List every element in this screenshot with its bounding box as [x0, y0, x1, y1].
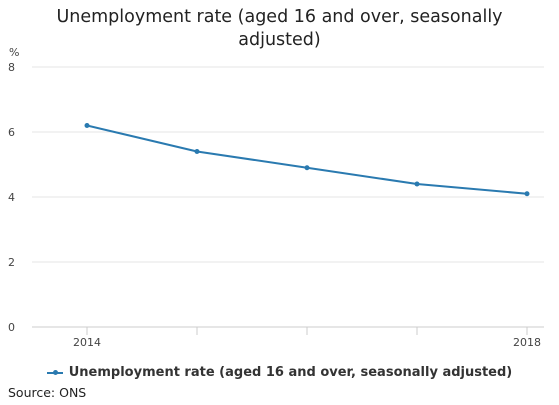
y-tick-label: 8 [8, 61, 15, 74]
source-note: Source: ONS [8, 385, 87, 400]
legend-line-icon [46, 369, 63, 375]
data-point[interactable] [524, 191, 530, 197]
data-point[interactable] [84, 123, 90, 128]
y-tick-label: 4 [8, 191, 15, 204]
y-tick-label: 2 [8, 256, 15, 269]
y-axis-ticks: 0 2 4 6 8 [8, 61, 15, 334]
legend[interactable]: Unemployment rate (aged 16 and over, sea… [0, 365, 559, 380]
series-line [86, 124, 528, 195]
legend-label: Unemployment rate (aged 16 and over, sea… [68, 365, 513, 380]
y-tick-label: 0 [8, 321, 15, 334]
chart-title: Unemployment rate (aged 16 and over, sea… [56, 7, 503, 50]
x-tick-label: 2014 [73, 336, 101, 349]
y-tick-label: 6 [8, 126, 15, 139]
y-axis-unit: % [9, 46, 19, 59]
data-point[interactable] [414, 181, 420, 187]
x-tick-label: 2018 [513, 336, 541, 349]
x-axis: 2014 2018 [32, 326, 544, 349]
data-point[interactable] [194, 149, 200, 154]
data-point[interactable] [304, 165, 310, 171]
series-layer [84, 123, 530, 197]
